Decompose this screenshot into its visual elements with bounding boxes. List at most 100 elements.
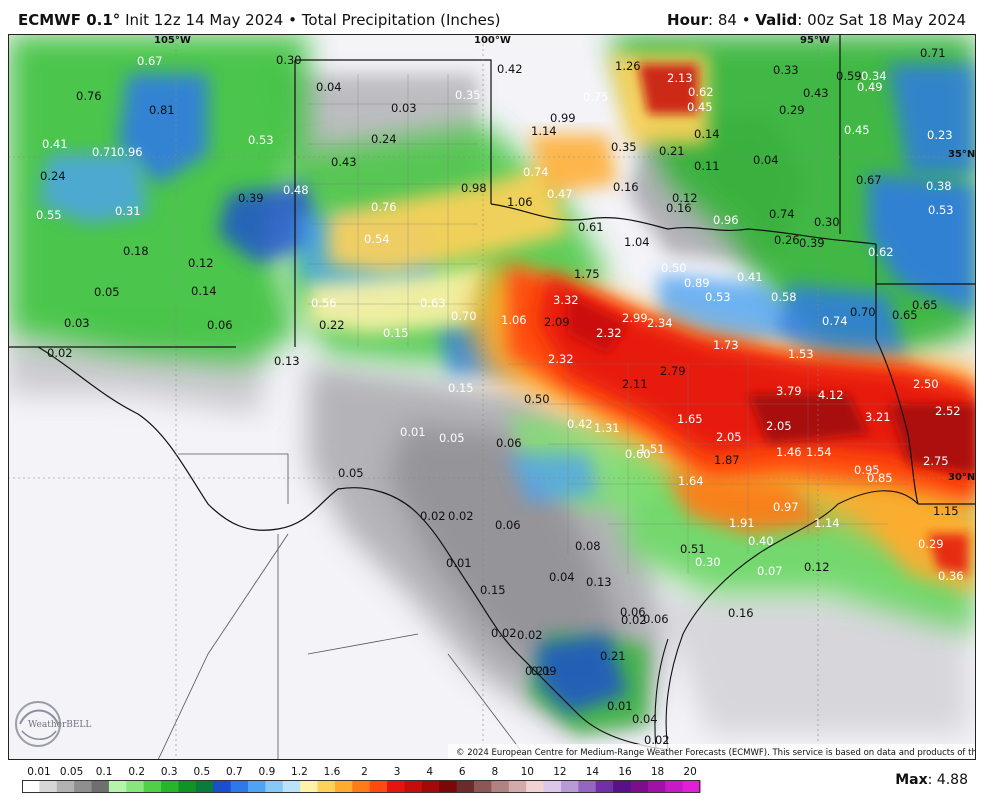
precip-value-label: 0.65: [892, 308, 918, 322]
precip-value-label: 0.04: [632, 712, 658, 726]
precip-value-label: 0.12: [188, 256, 214, 270]
legend-swatch: [300, 780, 319, 793]
legend-swatch: [126, 780, 145, 793]
precip-value-label: 3.21: [865, 410, 891, 424]
precip-value-label: 0.24: [40, 169, 66, 183]
precip-value-label: 0.39: [799, 236, 825, 250]
precipitation-map[interactable]: 105°W 100°W 95°W 35°N 30°N 0.67 0.76 0.81 0…: [8, 34, 976, 760]
precip-value-label: 0.74: [769, 207, 795, 221]
legend-swatch: [334, 780, 353, 793]
precip-value-label: 1.15: [933, 504, 959, 518]
precip-value-label: 0.04: [549, 570, 575, 584]
legend-swatch: [265, 780, 284, 793]
precip-value-label: 0.03: [64, 316, 90, 330]
legend-swatch: [613, 780, 632, 793]
header-valid: Hour: 84 • Valid: 00z Sat 18 May 2024: [667, 11, 966, 29]
precip-value-label: 0.71: [92, 145, 118, 159]
precip-value-label: 0.76: [371, 200, 397, 214]
precip-value-label: 0.45: [687, 100, 713, 114]
precip-value-label: 0.81: [149, 103, 175, 117]
legend-tick-label: 8: [491, 766, 498, 778]
precip-value-label: 0.38: [926, 179, 952, 193]
precip-value-label: 2.32: [548, 352, 574, 366]
legend-tick-label: 1.2: [291, 766, 308, 778]
precip-value-label: 0.74: [523, 165, 549, 179]
precip-value-label: 0.23: [927, 128, 953, 142]
map-frame: [8, 34, 976, 760]
precip-value-label: 0.33: [773, 63, 799, 77]
weatherbell-logo: WeatherBELL: [15, 701, 91, 747]
precip-value-label: 0.35: [455, 88, 481, 102]
precip-value-label: 0.39: [238, 191, 264, 205]
degree-mark: °: [112, 11, 121, 29]
legend-frame: [22, 780, 700, 793]
legend-swatch: [195, 780, 214, 793]
legend-swatch: [352, 780, 371, 793]
precip-value-label: 0.58: [771, 290, 797, 304]
precip-value-label: 0.15: [448, 381, 474, 395]
precip-value-label: 1.54: [806, 445, 832, 459]
precip-value-label: 2.52: [935, 404, 961, 418]
precip-value-label: 0.59: [836, 69, 862, 83]
precip-value-label: 0.02: [517, 628, 543, 642]
precip-value-label: 1.87: [714, 453, 740, 467]
legend-swatch: [369, 780, 388, 793]
legend-tick-label: 0.9: [259, 766, 276, 778]
legend-swatch: [665, 780, 684, 793]
precip-value-label: 0.62: [868, 245, 894, 259]
precip-value-label: 0.18: [123, 244, 149, 258]
precip-value-label: 0.53: [248, 133, 274, 147]
precip-value-label: 0.04: [316, 80, 342, 94]
legend-swatch: [39, 780, 58, 793]
legend-swatch: [387, 780, 406, 793]
legend-tick-label: 6: [459, 766, 466, 778]
precip-value-label: 0.02: [621, 613, 647, 627]
precip-value-label: 0.51: [680, 542, 706, 556]
precip-value-label: 0.85: [867, 471, 893, 485]
us-mexico-border: [37, 346, 669, 751]
precip-value-label: 0.98: [461, 181, 487, 195]
precip-value-label: 0.13: [586, 575, 612, 589]
precip-value-label: 0.49: [857, 80, 883, 94]
precip-value-label: 0.60: [625, 447, 651, 461]
precip-value-label: 0.02: [448, 509, 474, 523]
precip-value-label: 0.01: [446, 556, 472, 570]
legend-tick-label: 0.3: [161, 766, 178, 778]
legend-bar: [22, 780, 701, 793]
precip-value-label: 1.26: [615, 59, 641, 73]
legend-swatch: [230, 780, 249, 793]
precip-value-label: 0.41: [42, 137, 68, 151]
legend-swatch: [474, 780, 492, 793]
county-lines: [308, 74, 908, 574]
precip-value-label: 0.02: [644, 733, 670, 747]
precip-value-label: 0.16: [613, 180, 639, 194]
legend-swatch: [213, 780, 232, 793]
legend-swatch: [578, 780, 597, 793]
precip-value-label: 0.02: [491, 626, 517, 640]
precip-value-label: 0.62: [688, 85, 714, 99]
precip-value-label: 0.06: [495, 518, 521, 532]
precip-value-label: 0.34: [861, 69, 887, 83]
legend-tick-label: 4: [426, 766, 433, 778]
precip-value-label: 0.50: [661, 261, 687, 275]
precip-value-label: 0.41: [737, 270, 763, 284]
legend-swatch: [630, 780, 649, 793]
precip-value-label: 0.01: [607, 699, 633, 713]
precip-value-label: 0.74: [822, 314, 848, 328]
legend-swatch: [508, 780, 527, 793]
precip-value-label: 0.35: [611, 140, 637, 154]
precip-value-label: 0.67: [856, 173, 882, 187]
lat-label: 30°N: [948, 472, 975, 483]
precip-value-label: 1.65: [677, 412, 703, 426]
precip-value-label: 1.31: [594, 421, 620, 435]
precip-value-label: 0.53: [705, 290, 731, 304]
precip-value-label: 0.45: [844, 123, 870, 137]
forecast-hour: 84: [717, 11, 737, 29]
precip-value-label: 0.04: [753, 153, 779, 167]
precip-value-label: 0.05: [338, 466, 364, 480]
legend-tick-label: 0.01: [27, 766, 50, 778]
legend-tick-label: 2: [361, 766, 368, 778]
precip-value-label: 2.05: [716, 430, 742, 444]
precip-value-label: 2.75: [923, 454, 949, 468]
precip-value-label: 0.21: [659, 144, 685, 158]
